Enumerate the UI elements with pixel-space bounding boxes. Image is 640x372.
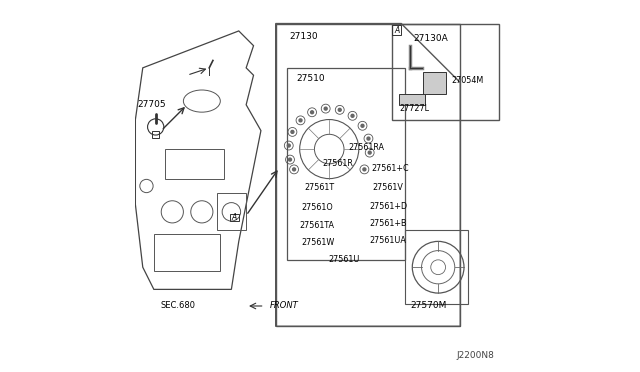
Bar (399, 94, 425, 105)
Bar (424, 71, 445, 94)
Circle shape (339, 108, 341, 111)
Bar (392, 25, 401, 35)
Bar (392, 23, 499, 119)
Text: 27561V: 27561V (373, 183, 404, 192)
Text: 27561U: 27561U (328, 255, 360, 264)
Bar (276, 23, 460, 326)
Text: 27561W: 27561W (301, 238, 335, 247)
Text: 27130: 27130 (289, 32, 317, 41)
Circle shape (324, 107, 327, 110)
Text: 27705: 27705 (138, 100, 166, 109)
Circle shape (368, 151, 371, 154)
Text: 27561+C: 27561+C (371, 164, 409, 173)
Circle shape (289, 158, 291, 161)
Bar (152, 131, 159, 138)
Text: A: A (232, 213, 237, 222)
Circle shape (310, 111, 314, 114)
Text: 27561+B: 27561+B (369, 219, 407, 228)
Text: J2200N8: J2200N8 (456, 351, 494, 360)
Bar (165, 149, 224, 179)
Text: 27561UA: 27561UA (370, 236, 407, 245)
Circle shape (287, 144, 291, 147)
Circle shape (292, 168, 296, 171)
Circle shape (291, 131, 294, 134)
Text: 27561RA: 27561RA (348, 143, 384, 152)
Text: SEC.680: SEC.680 (161, 301, 195, 311)
Bar (154, 234, 220, 271)
Text: 27727L: 27727L (399, 104, 429, 113)
Bar (287, 68, 405, 260)
Text: 27130A: 27130A (413, 34, 448, 43)
Text: 27561O: 27561O (301, 203, 333, 212)
Text: 27561T: 27561T (304, 183, 334, 192)
Text: FRONT: FRONT (270, 301, 299, 311)
Circle shape (361, 124, 364, 127)
Text: 27510: 27510 (296, 74, 325, 83)
Text: 27570M: 27570M (411, 301, 447, 311)
Bar (216, 193, 246, 230)
Text: 27561TA: 27561TA (300, 221, 335, 230)
Bar (230, 214, 239, 221)
Text: 27561+D: 27561+D (369, 202, 408, 211)
Circle shape (299, 119, 302, 122)
Circle shape (363, 168, 366, 171)
Circle shape (351, 114, 354, 117)
Text: 27561R: 27561R (323, 158, 353, 168)
Circle shape (367, 137, 370, 140)
Text: 27054M: 27054M (451, 76, 483, 85)
Text: A: A (394, 26, 399, 35)
